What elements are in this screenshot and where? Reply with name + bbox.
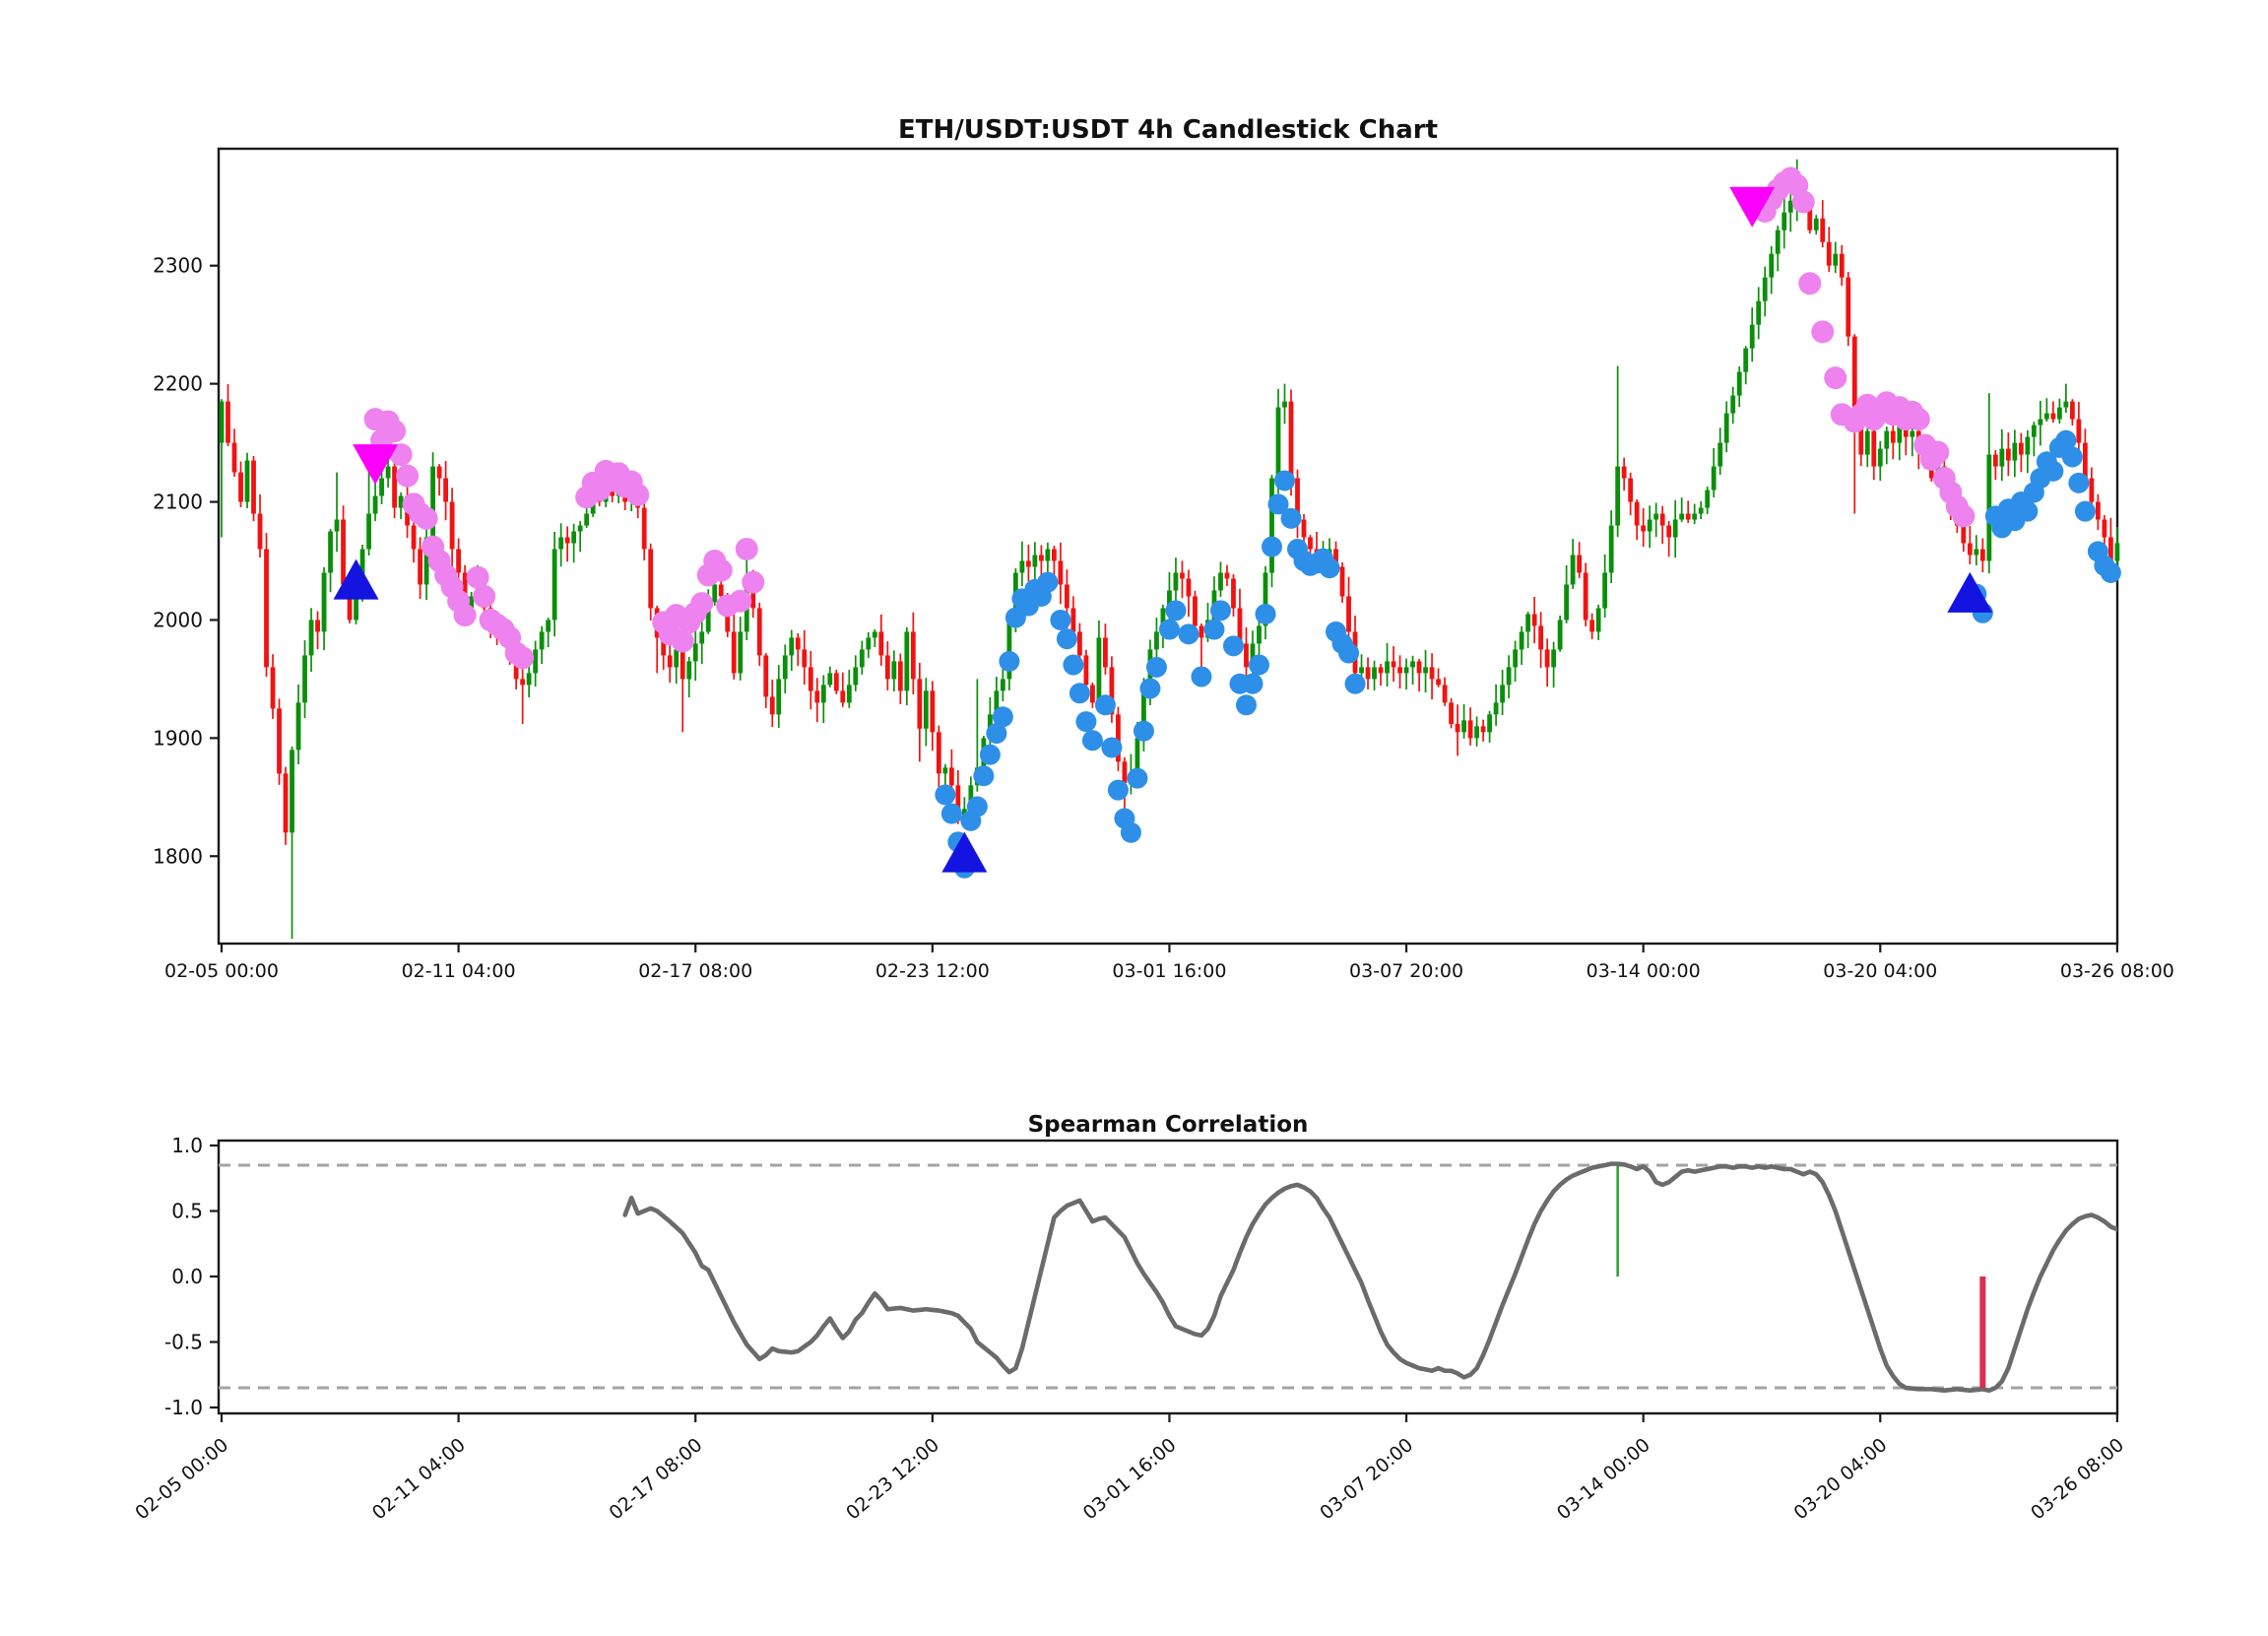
y-tick-label: 1800 [153,844,203,868]
threshold-lines [219,1163,2117,1390]
x-tick-label: 02-17 08:00 [638,960,752,982]
buy-triangle-icon [333,558,379,600]
candlestick-chart: 1800 1900 2000 2100 2200 2300 02-05 00:00 02-11… [153,147,2174,982]
sell-triangle-icon [1729,186,1776,228]
y-tick-label: 1900 [153,726,203,750]
overbought-dots-layer [363,166,1976,670]
corr-x-tick-label: 03-07 20:00 [1316,1434,1417,1524]
corr-y-tick-label: -0.5 [164,1331,203,1354]
corr-x-tick-label: 03-01 16:00 [1079,1434,1181,1524]
buy-triangle-icon [941,831,988,873]
x-tick-label: 03-01 16:00 [1112,960,1226,982]
buy-triangle-icon [1947,571,1993,613]
x-tick-label: 03-26 08:00 [2060,960,2174,982]
x-tick-label: 03-14 00:00 [1587,960,1701,982]
corr-x-tick-label: 03-26 08:00 [2027,1434,2128,1524]
correlation-title: Spearman Correlation [1028,1112,1309,1138]
y-tick-label: 2100 [153,491,203,514]
corr-y-axis: -1.0 -0.5 0.0 0.5 1.0 [164,1134,219,1419]
correlation-line-layer [622,1161,2117,1394]
corr-x-tick-label: 02-05 00:00 [131,1434,232,1524]
x-tick-label: 02-11 04:00 [402,960,516,982]
x-tick-label: 03-20 04:00 [1823,960,1937,982]
corr-x-tick-label: 02-17 08:00 [605,1434,706,1524]
corr-x-tick-label: 03-20 04:00 [1789,1434,1891,1524]
corr-y-tick-label: 0.0 [171,1265,203,1288]
main-axes-spines [217,147,2119,946]
main-y-axis: 1800 1900 2000 2100 2200 2300 [153,254,219,868]
corr-axes-spines [217,1139,2119,1415]
candles-layer [219,159,2121,940]
x-tick-label: 02-23 12:00 [875,960,990,982]
buy-signal-markers [333,558,1993,873]
corr-x-axis: 02-05 00:00 02-11 04:00 02-17 08:00 02-23 1… [131,1413,2128,1524]
main-chart-title: ETH/USDT:USDT 4h Candlestick Chart [898,115,1438,145]
x-tick-label: 02-05 00:00 [164,960,279,982]
corr-x-tick-label: 03-14 00:00 [1553,1434,1654,1524]
corr-x-tick-label: 02-23 12:00 [842,1434,943,1524]
y-tick-label: 2200 [153,372,203,396]
corr-y-tick-label: 0.5 [171,1200,203,1223]
x-tick-label: 03-07 20:00 [1349,960,1463,982]
sell-signal-markers [353,186,1776,486]
y-tick-label: 2000 [153,608,203,631]
corr-y-tick-label: 1.0 [171,1134,203,1157]
correlation-chart: -1.0-0.50.00.51.002-05 00:00 02-11 04:00 0… [131,1134,2128,1524]
y-tick-label: 2300 [153,254,203,278]
corr-x-tick-label: 02-11 04:00 [368,1434,470,1524]
main-x-axis: 02-05 00:00 02-11 04:00 02-17 08:00 02-23 1… [164,944,2174,982]
sell-triangle-icon [353,444,399,486]
corr-y-tick-label: -1.0 [164,1396,203,1419]
oversold-dots-layer [935,429,2121,879]
